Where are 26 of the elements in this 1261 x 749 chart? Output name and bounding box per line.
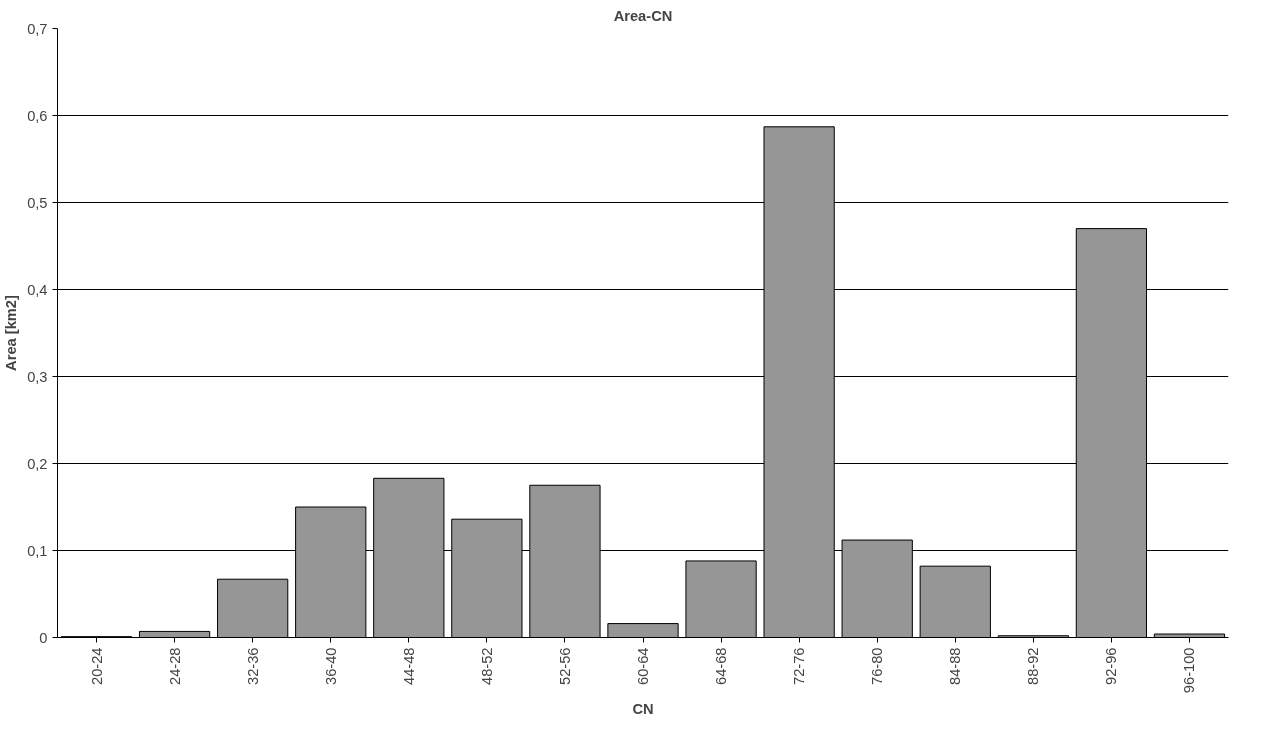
y-tick-label: 0,1 xyxy=(27,542,48,559)
x-tick-label: 32-36 xyxy=(244,647,261,685)
x-axis-title: CN xyxy=(632,701,654,718)
x-tick-label: 84-88 xyxy=(947,647,964,685)
x-tick-label: 36-40 xyxy=(322,647,339,685)
x-tick-label: 52-56 xyxy=(556,647,573,685)
y-tick-label: 0,6 xyxy=(27,107,48,124)
x-tick-label: 60-64 xyxy=(635,647,651,685)
y-tick-label: 0 xyxy=(39,629,48,646)
x-tick-label: 20-24 xyxy=(88,647,105,685)
x-tick-label: 24-28 xyxy=(166,647,183,685)
x-tick-label: 72-76 xyxy=(791,647,808,685)
x-tick-label: 64-68 xyxy=(713,647,730,685)
x-tick-label: 96-100 xyxy=(1181,647,1198,694)
y-tick-label: 0,7 xyxy=(27,20,48,37)
chart-title: Area-CN xyxy=(613,7,673,24)
y-tick-label: 0,4 xyxy=(27,281,48,298)
x-tick-label: 76-80 xyxy=(869,647,886,685)
y-tick-label: 0,2 xyxy=(27,455,48,472)
x-tick-label: 44-48 xyxy=(400,647,417,685)
y-tick-label: 0,5 xyxy=(27,194,48,211)
x-tick-label: 48-52 xyxy=(478,647,495,685)
x-tick-label: 88-92 xyxy=(1025,647,1042,685)
x-tick-label: 92-96 xyxy=(1103,647,1120,685)
y-axis-title: Area [km2] xyxy=(3,295,20,371)
y-tick-label: 0,3 xyxy=(27,368,48,385)
